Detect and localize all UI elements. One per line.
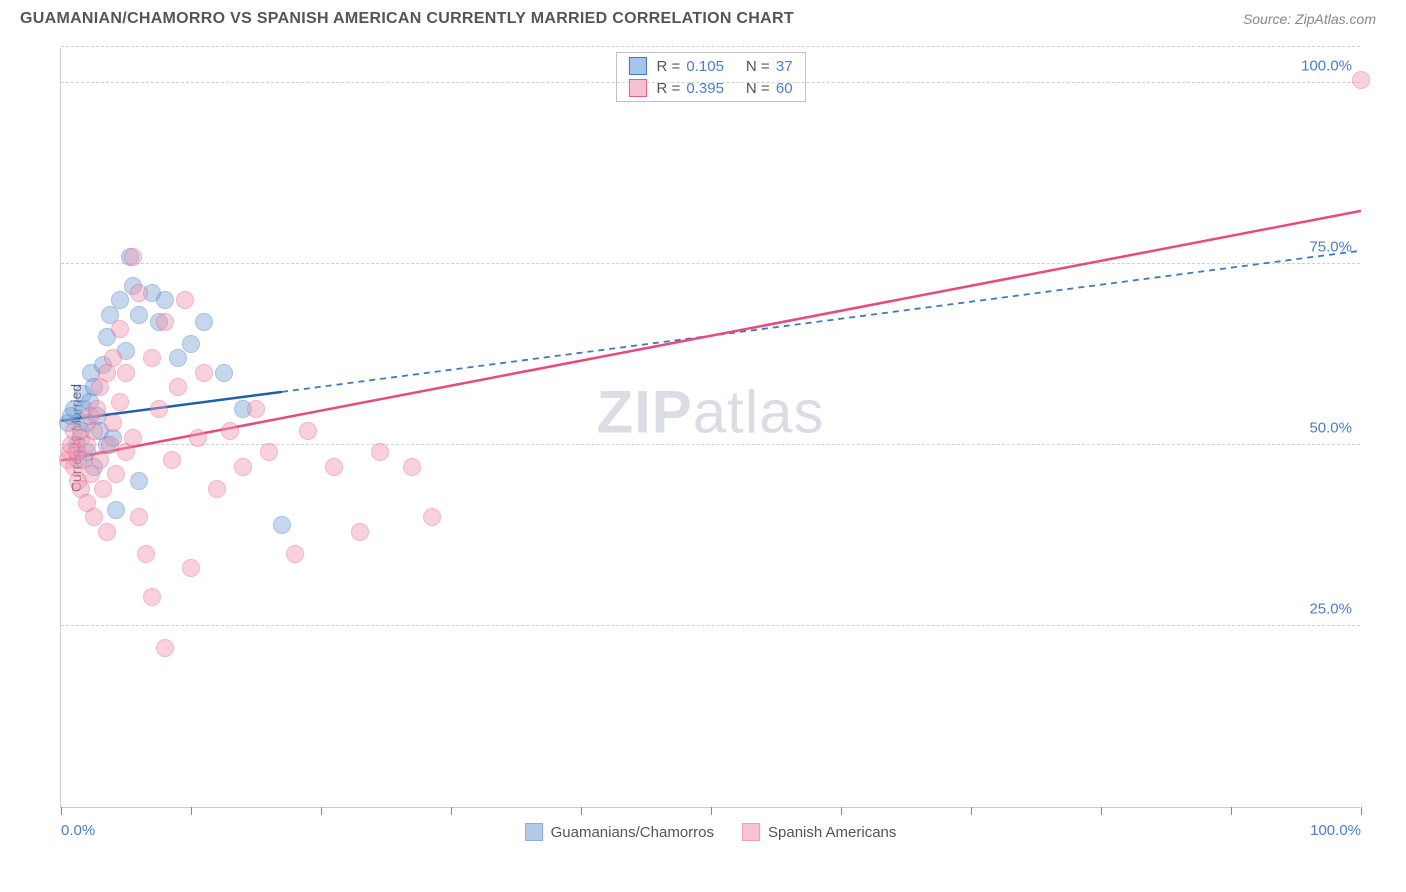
x-tick [711,807,712,815]
chart-source: Source: ZipAtlas.com [1243,11,1376,27]
scatter-point [182,335,200,353]
chart-title: GUAMANIAN/CHAMORRO VS SPANISH AMERICAN C… [20,10,794,28]
bottom-legend: Guamanians/Chamorros Spanish Americans [525,823,897,841]
watermark: ZIPatlas [596,378,824,447]
legend-swatch [525,823,543,841]
scatter-point [117,364,135,382]
scatter-point [156,639,174,657]
scatter-point [156,313,174,331]
chart-container: Currently Married ZIPatlas R = 0.105N = … [40,48,1380,828]
x-tick [61,807,62,815]
stats-r-label: R = 0.105 [656,58,723,75]
gridline-h [61,625,1360,626]
x-tick [1361,807,1362,815]
scatter-point [156,291,174,309]
scatter-point [423,508,441,526]
x-tick [191,807,192,815]
scatter-point [104,349,122,367]
stats-row: R = 0.395N = 60 [616,77,804,99]
scatter-point [286,545,304,563]
legend-item: Spanish Americans [742,823,896,841]
x-tick [451,807,452,815]
scatter-point [85,508,103,526]
y-tick-label: 75.0% [1309,239,1352,256]
scatter-point [98,523,116,541]
scatter-point [208,480,226,498]
scatter-point [130,284,148,302]
scatter-point [124,429,142,447]
legend-label: Guamanians/Chamorros [551,824,714,841]
gridline-h [61,82,1360,83]
scatter-point [124,248,142,266]
scatter-point [260,443,278,461]
scatter-point [111,320,129,338]
gridline-h [61,46,1360,47]
gridline-h [61,263,1360,264]
chart-header: GUAMANIAN/CHAMORRO VS SPANISH AMERICAN C… [0,0,1406,28]
scatter-point [1352,71,1370,89]
x-tick-label: 100.0% [1310,822,1361,839]
scatter-point [94,480,112,498]
scatter-point [130,508,148,526]
legend-swatch [628,57,646,75]
x-tick [971,807,972,815]
scatter-point [107,465,125,483]
scatter-point [163,451,181,469]
scatter-point [85,422,103,440]
scatter-point [351,523,369,541]
scatter-point [169,378,187,396]
scatter-point [189,429,207,447]
scatter-point [143,349,161,367]
scatter-point [137,545,155,563]
stats-n-label: N = 37 [746,58,793,75]
scatter-point [169,349,187,367]
scatter-point [221,422,239,440]
scatter-point [111,291,129,309]
x-tick [581,807,582,815]
scatter-point [182,559,200,577]
scatter-point [150,400,168,418]
scatter-point [111,393,129,411]
scatter-point [371,443,389,461]
x-tick [1101,807,1102,815]
legend-swatch [742,823,760,841]
stats-row: R = 0.105 N = 37 [616,55,804,77]
scatter-point [130,472,148,490]
trend-lines [61,48,1361,808]
scatter-point [325,458,343,476]
scatter-point [104,414,122,432]
scatter-point [299,422,317,440]
y-tick-label: 25.0% [1309,601,1352,618]
scatter-point [143,588,161,606]
scatter-point [195,364,213,382]
x-tick [321,807,322,815]
x-tick-label: 0.0% [61,822,95,839]
scatter-point [130,306,148,324]
scatter-point [88,400,106,418]
x-tick [1231,807,1232,815]
scatter-point [107,501,125,519]
scatter-point [195,313,213,331]
stats-legend-box: R = 0.105 N = 37 R = 0.395N = 60 [615,52,805,102]
y-tick-label: 50.0% [1309,420,1352,437]
scatter-point [234,458,252,476]
scatter-point [176,291,194,309]
legend-item: Guamanians/Chamorros [525,823,714,841]
scatter-point [403,458,421,476]
scatter-point [273,516,291,534]
scatter-point [247,400,265,418]
scatter-point [215,364,233,382]
legend-label: Spanish Americans [768,824,896,841]
plot-area: ZIPatlas R = 0.105N = 37R = 0.395N = 60 … [60,48,1360,808]
x-tick [841,807,842,815]
gridline-h [61,444,1360,445]
y-tick-label: 100.0% [1301,58,1352,75]
